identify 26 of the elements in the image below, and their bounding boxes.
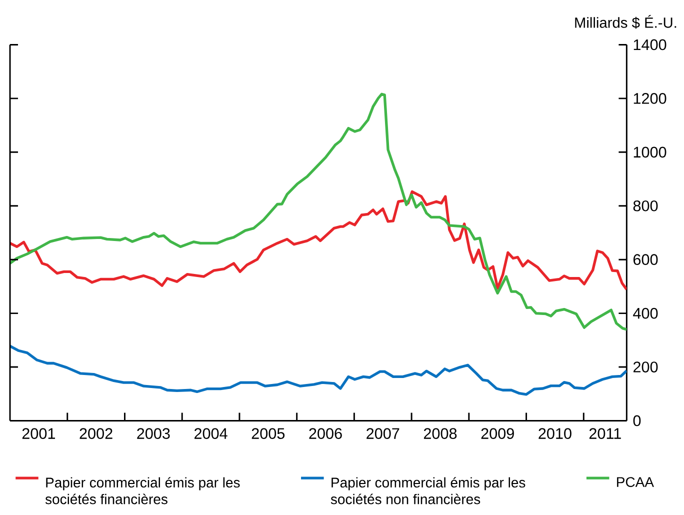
x-tick-label: 2007: [366, 428, 400, 439]
y-tick-label: 1400: [634, 39, 666, 50]
x-tick-label: 2004: [194, 428, 228, 439]
x-tick-label: 2002: [80, 428, 112, 439]
y-tick-label: 400: [633, 308, 658, 319]
y-tick-label: 200: [633, 362, 658, 372]
x-tick-label: 2005: [252, 428, 285, 439]
x-tick-label: 2003: [137, 428, 170, 439]
y-axis-title: Milliards $ É.-U.: [575, 15, 676, 29]
line-series: [10, 92, 627, 331]
y-tick-label: 1000: [634, 146, 666, 158]
x-tick-label: 2010: [538, 428, 572, 439]
x-tick-label: 2008: [424, 428, 457, 439]
x-tick-label: 2006: [309, 428, 342, 439]
line-series: [10, 344, 627, 396]
x-tick-label: 2001: [22, 428, 55, 439]
legend-label: Papier commercial émis par les sociétés financières: [45, 477, 240, 504]
y-tick-label: 800: [633, 200, 658, 212]
y-tick-label: 600: [633, 254, 658, 266]
x-tick-label: 2011: [589, 428, 621, 439]
y-tick-label: 0: [633, 415, 641, 426]
legend-label: PCAA: [617, 477, 654, 488]
x-tick-label: 2009: [481, 428, 514, 439]
legend-label: Papier commercial émis par les sociétés non financières: [330, 477, 526, 504]
line-series: [10, 190, 627, 291]
y-tick-label: 1200: [634, 93, 666, 104]
